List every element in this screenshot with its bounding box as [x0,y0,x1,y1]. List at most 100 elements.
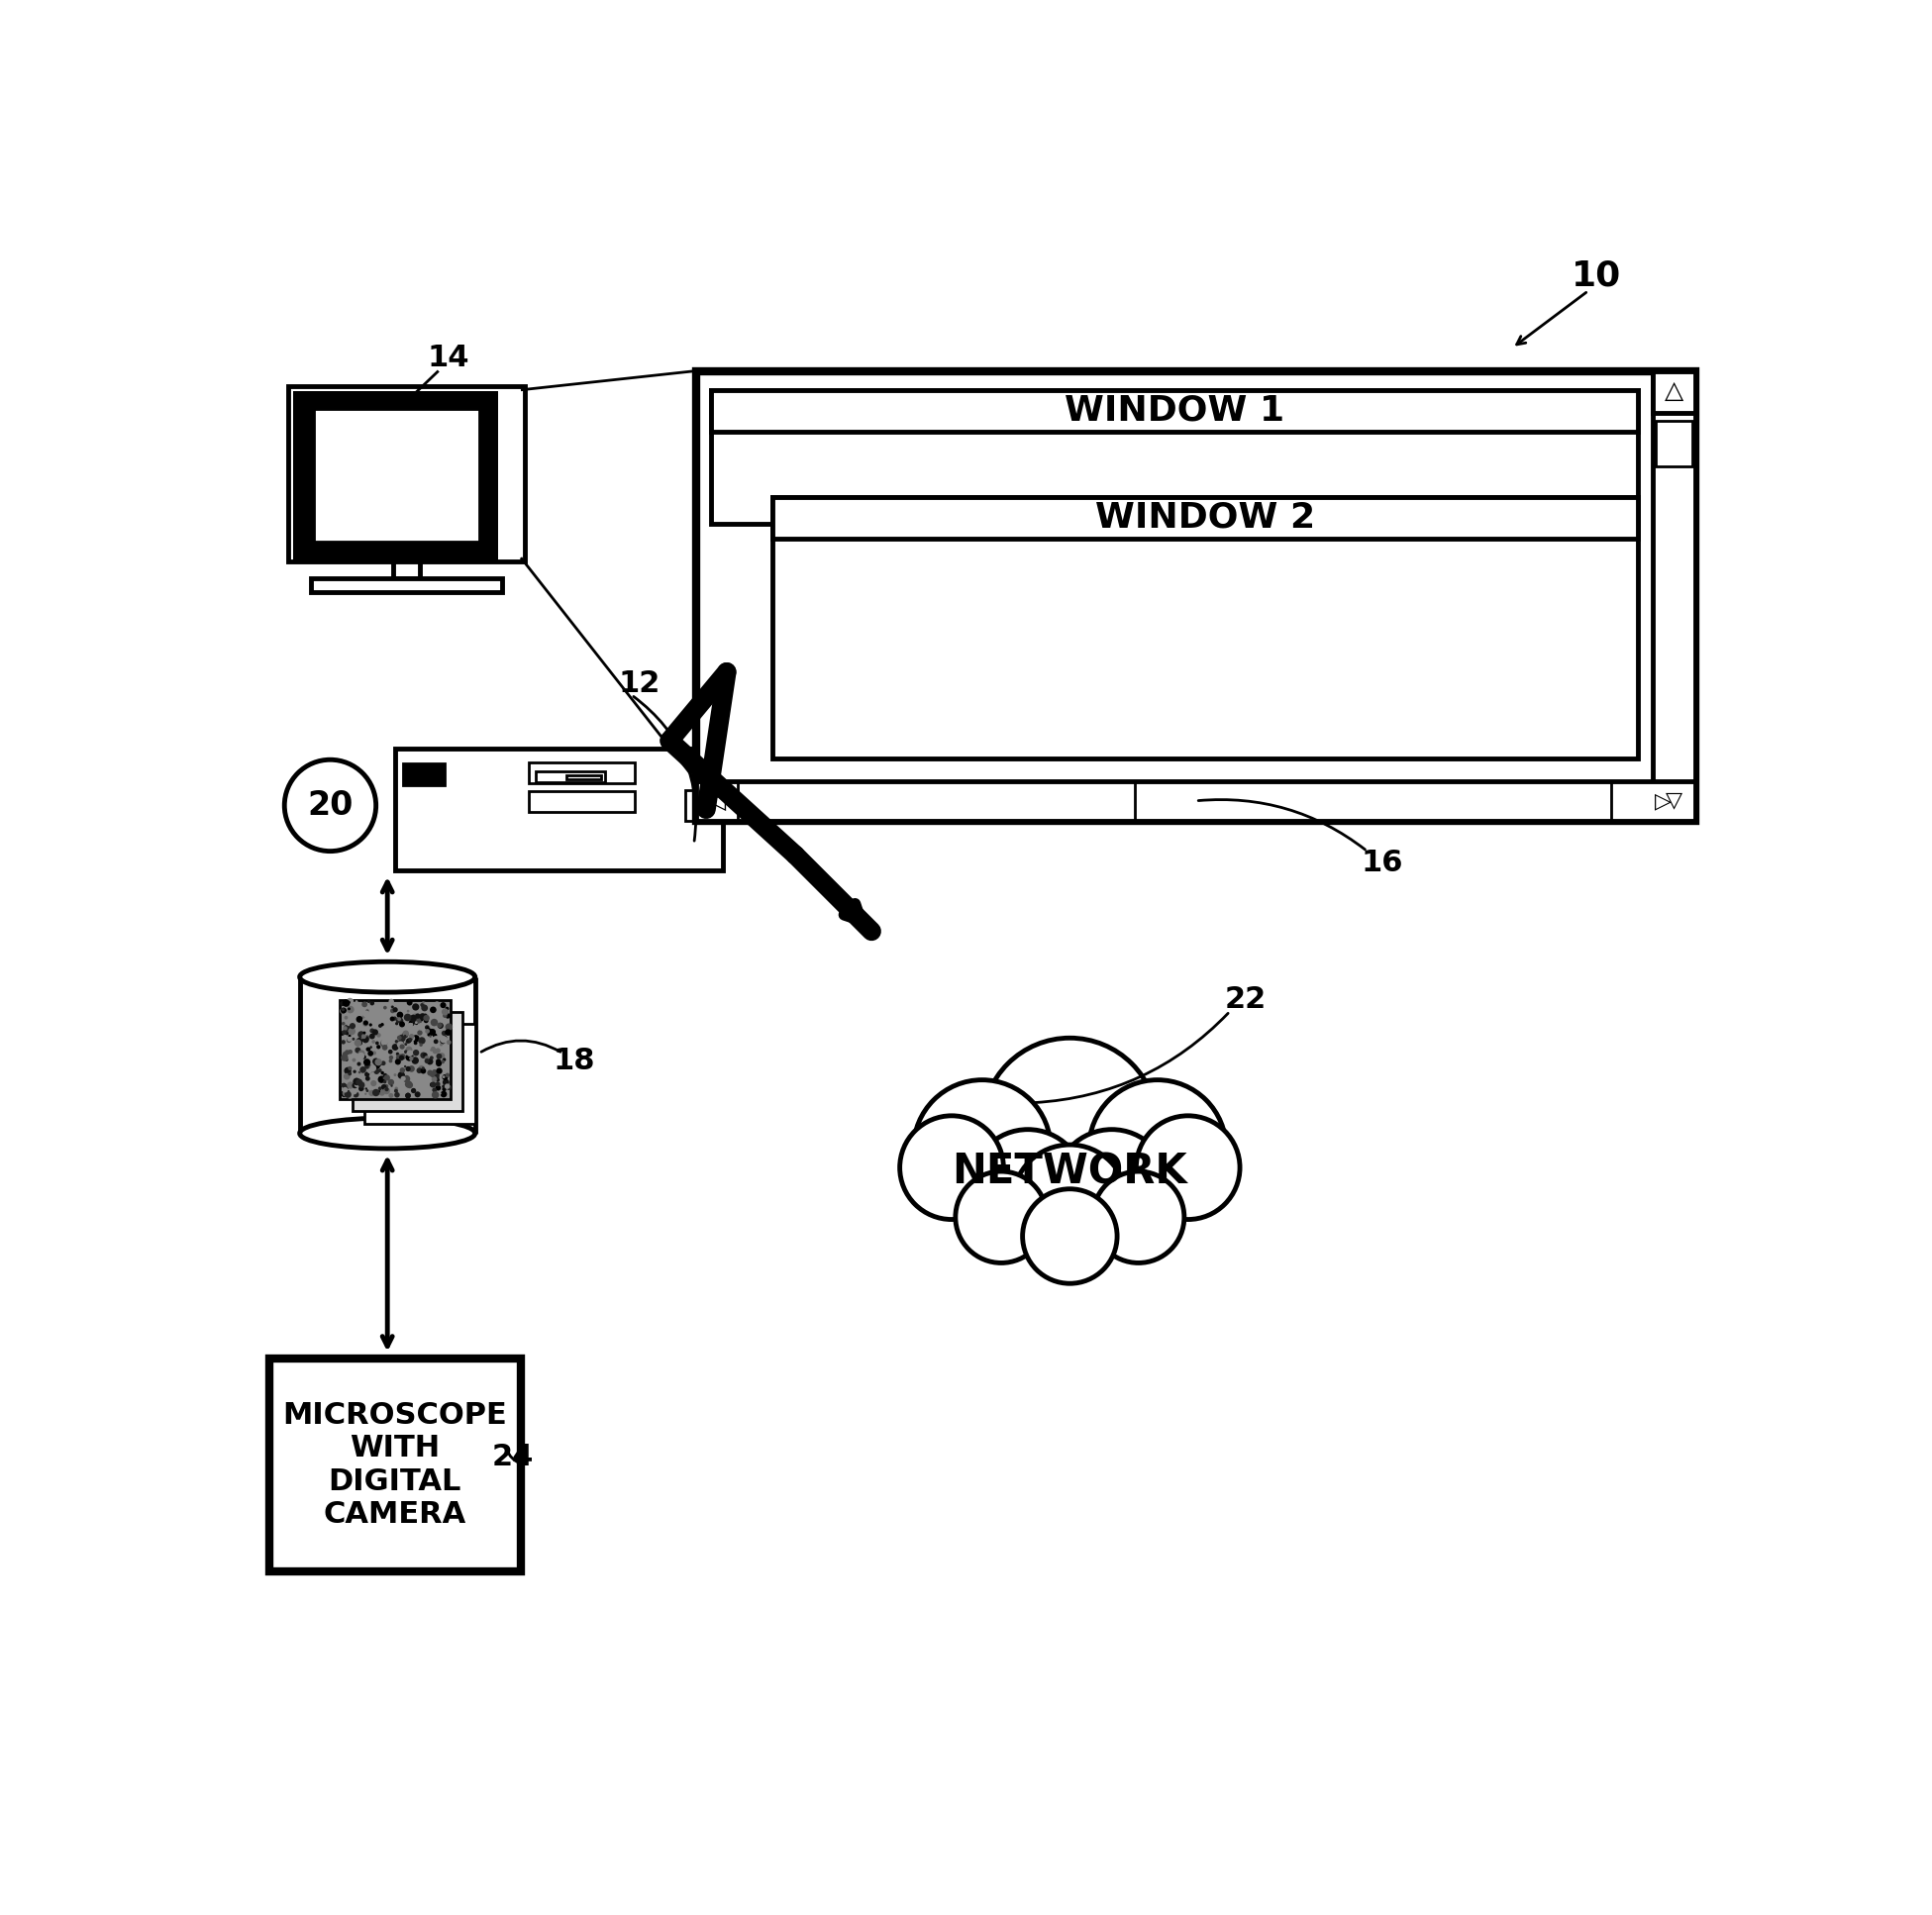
Circle shape [417,1038,425,1044]
Circle shape [442,1013,446,1019]
Circle shape [408,1009,410,1013]
Circle shape [410,1036,413,1040]
Circle shape [344,1030,348,1034]
Circle shape [394,1092,400,1097]
Circle shape [388,1049,392,1053]
Circle shape [419,1003,423,1007]
Circle shape [410,1057,413,1061]
Circle shape [373,1063,381,1069]
Circle shape [444,1013,450,1019]
Circle shape [396,1051,400,1055]
Circle shape [365,1076,371,1080]
Circle shape [421,1002,425,1003]
Circle shape [369,1002,375,1005]
Circle shape [348,1002,350,1003]
Circle shape [415,1055,417,1057]
Circle shape [440,1044,442,1046]
Circle shape [365,1088,367,1090]
Text: 20: 20 [307,789,354,822]
Circle shape [406,1093,412,1099]
Circle shape [367,1000,371,1003]
Circle shape [365,1009,369,1013]
Circle shape [437,1069,442,1074]
Circle shape [379,1069,383,1072]
Circle shape [381,1040,388,1046]
Circle shape [390,1084,392,1088]
Circle shape [402,1074,410,1082]
Circle shape [1136,1116,1240,1220]
Circle shape [379,1076,384,1084]
Circle shape [398,1040,404,1048]
Circle shape [373,1051,377,1055]
Circle shape [440,1013,446,1019]
Circle shape [408,1051,412,1055]
Circle shape [375,1059,383,1067]
Text: 16: 16 [1362,848,1403,877]
Circle shape [421,1003,425,1007]
Circle shape [440,1038,446,1044]
Circle shape [404,1003,406,1005]
Circle shape [421,1005,427,1011]
Circle shape [442,1030,446,1036]
Circle shape [369,1092,373,1097]
Circle shape [394,1074,396,1076]
Circle shape [346,1038,352,1044]
Circle shape [342,1051,348,1057]
Circle shape [344,1049,350,1055]
Circle shape [388,1078,394,1086]
Circle shape [413,1084,419,1090]
Circle shape [390,1005,394,1009]
Circle shape [412,1057,419,1065]
Circle shape [352,1059,355,1063]
Bar [311,578,502,592]
Circle shape [406,1067,410,1070]
Circle shape [419,1023,423,1026]
Circle shape [359,1019,363,1025]
Circle shape [344,1092,352,1097]
Bar [269,1358,522,1572]
Circle shape [439,1092,440,1095]
Circle shape [342,1090,350,1097]
Circle shape [392,1017,396,1021]
Circle shape [396,1017,404,1025]
Circle shape [404,1065,406,1069]
Circle shape [429,1072,435,1078]
Circle shape [442,1036,446,1040]
Bar [711,391,1638,433]
Circle shape [355,1000,357,1003]
Circle shape [429,1007,437,1013]
Circle shape [417,1069,423,1074]
Circle shape [348,1007,350,1011]
Circle shape [439,1074,444,1080]
Circle shape [421,1051,427,1059]
Circle shape [381,1023,384,1026]
Circle shape [437,1009,442,1015]
Circle shape [340,1084,344,1086]
Text: MICROSCOPE
WITH
DIGITAL
CAMERA: MICROSCOPE WITH DIGITAL CAMERA [282,1400,508,1530]
Circle shape [346,1092,354,1099]
Text: 12: 12 [618,668,661,697]
Bar [1656,421,1692,465]
Circle shape [394,1059,400,1065]
Circle shape [419,1044,423,1048]
Circle shape [410,1040,412,1042]
Circle shape [383,1080,386,1084]
Circle shape [981,1038,1157,1214]
Circle shape [379,1090,384,1095]
Circle shape [1090,1080,1227,1218]
Circle shape [373,1015,379,1021]
Circle shape [433,1034,437,1038]
Circle shape [396,1053,404,1061]
Circle shape [392,1044,398,1051]
Circle shape [394,1090,398,1093]
Circle shape [354,1040,361,1048]
Circle shape [914,1080,1051,1218]
Circle shape [412,1055,413,1057]
Circle shape [406,1093,412,1099]
Text: WINDOW 1: WINDOW 1 [1065,394,1285,427]
Circle shape [359,1017,363,1021]
Circle shape [437,1023,444,1028]
Circle shape [348,1072,352,1076]
Bar [705,799,721,814]
Circle shape [342,1007,344,1011]
